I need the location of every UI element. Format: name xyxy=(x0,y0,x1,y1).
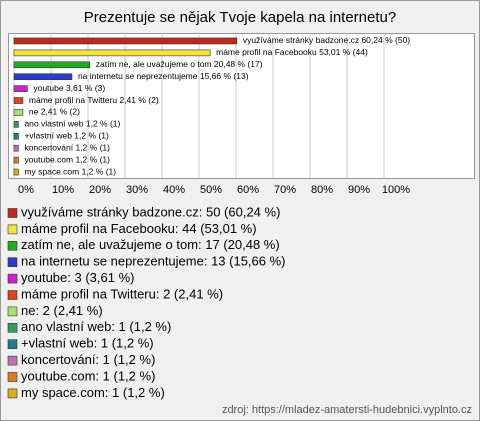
legend-label: využíváme stránky badzone.cz: 50 (60,24 … xyxy=(21,204,280,219)
x-tick-label: 90% xyxy=(348,184,370,196)
legend-label: ne: 2 (2,41 %) xyxy=(21,303,103,318)
legend-swatch xyxy=(7,208,18,218)
legend-label: youtube.com: 1 (1,2 %) xyxy=(21,368,155,383)
legend-label: máme profil na Facebooku: 44 (53,01 %) xyxy=(21,221,257,236)
legend-swatch xyxy=(7,224,18,235)
legend-label: my space.com: 1 (1,2 %) xyxy=(21,385,165,400)
x-tick-label: 100% xyxy=(382,184,410,196)
x-tick-label: 0% xyxy=(18,184,34,196)
x-tick-label: 40% xyxy=(163,184,185,196)
bar xyxy=(13,121,19,128)
bar-label: využíváme stránky badzone.cz 60,24 % (50… xyxy=(243,35,410,45)
legend-swatch xyxy=(7,306,18,317)
source: zdroj: https://mladez-amatersti-hudebnic… xyxy=(222,404,472,416)
legend-swatch xyxy=(7,339,18,350)
bar xyxy=(13,156,19,164)
x-tick-label: 80% xyxy=(311,184,333,196)
legend-swatch xyxy=(7,388,18,399)
legend-swatch xyxy=(7,355,18,366)
legend-swatch xyxy=(7,241,18,251)
bar xyxy=(13,109,24,116)
legend-label: +vlastní web: 1 (1,2 %) xyxy=(21,336,154,351)
x-tick-label: 20% xyxy=(89,184,111,196)
bar xyxy=(13,97,24,104)
legend-swatch xyxy=(7,372,18,382)
bar-label: máme profil na Facebooku 53,01 % (44) xyxy=(216,47,368,57)
x-tick-label: 10% xyxy=(52,184,74,196)
bar-label: youtube.com 1,2 % (1) xyxy=(24,154,110,164)
bar-label: koncertování 1,2 % (1) xyxy=(24,142,110,152)
bar xyxy=(13,37,238,45)
legend-label: na internetu se neprezentujeme: 13 (15,6… xyxy=(21,254,286,269)
bar-label: zatím ne, ale uvažujeme o tom 20,48 % (1… xyxy=(96,59,263,69)
legend-label: zatím ne, ale uvažujeme o tom: 17 (20,48… xyxy=(21,237,280,252)
bar-label: my space.com 1,2 % (1) xyxy=(24,166,116,176)
x-tick-label: 30% xyxy=(126,184,148,196)
bar xyxy=(13,144,19,152)
bar xyxy=(13,49,211,57)
legend-label: youtube: 3 (3,61 %) xyxy=(21,270,134,285)
bar-label: máme profil na Twitteru 2,41 % (2) xyxy=(29,95,159,105)
bar-label: youtube 3,61 % (3) xyxy=(33,83,105,93)
legend-swatch xyxy=(7,273,18,284)
legend-label: koncertování: 1 (1,2 %) xyxy=(21,352,155,367)
bar xyxy=(13,73,73,81)
bar xyxy=(13,61,91,69)
legend-label: ano vlastní web: 1 (1,2 %) xyxy=(21,319,171,334)
bar xyxy=(13,132,19,140)
chart-title: Prezentuje se nějak Tvoje kapela na inte… xyxy=(84,9,396,26)
bar-label: +vlastní web 1,2 % (1) xyxy=(24,131,109,141)
bar xyxy=(13,168,19,176)
x-tick-label: 70% xyxy=(274,184,296,196)
legend-swatch xyxy=(7,322,18,333)
bar-label: ne 2,41 % (2) xyxy=(29,107,80,117)
x-tick-label: 50% xyxy=(200,184,222,196)
bar-label: ano vlastní web 1,2 % (1) xyxy=(24,119,120,129)
x-tick-label: 60% xyxy=(237,184,259,196)
plot-area xyxy=(8,33,475,179)
bar-label: na internetu se neprezentujeme 15,66 % (… xyxy=(78,71,249,81)
legend-label: máme profil na Twitteru: 2 (2,41 %) xyxy=(21,286,223,301)
bar xyxy=(13,85,28,92)
legend-swatch xyxy=(7,290,18,300)
legend-swatch xyxy=(7,257,18,268)
